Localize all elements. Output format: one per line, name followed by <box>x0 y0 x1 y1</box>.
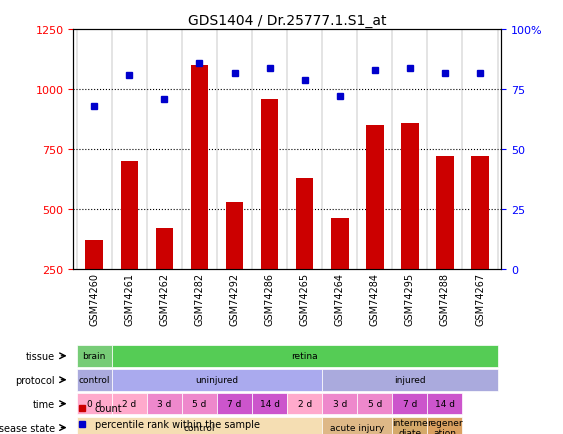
FancyBboxPatch shape <box>427 417 462 434</box>
FancyBboxPatch shape <box>392 417 427 434</box>
Bar <box>261 100 278 269</box>
Text: uninjured: uninjured <box>195 375 239 385</box>
Text: GSM74284: GSM74284 <box>370 273 380 326</box>
Text: GSM74286: GSM74286 <box>265 273 275 326</box>
Text: protocol: protocol <box>15 375 55 385</box>
Text: GSM74267: GSM74267 <box>475 273 485 326</box>
Text: 7 d: 7 d <box>403 399 417 408</box>
Bar <box>401 123 419 269</box>
Text: GSM74264: GSM74264 <box>335 273 345 326</box>
Bar <box>331 219 348 269</box>
Text: GSM74292: GSM74292 <box>230 273 239 326</box>
Text: time: time <box>33 399 55 409</box>
Bar <box>226 202 243 269</box>
Text: retina: retina <box>292 352 318 361</box>
Text: control: control <box>78 375 110 385</box>
Text: interme
diate: interme diate <box>392 418 428 434</box>
Text: percentile rank within the sample: percentile rank within the sample <box>95 419 260 428</box>
FancyBboxPatch shape <box>112 393 147 414</box>
FancyBboxPatch shape <box>77 345 112 367</box>
Text: 3 d: 3 d <box>157 399 172 408</box>
FancyBboxPatch shape <box>322 393 358 414</box>
Bar <box>471 157 489 269</box>
Bar <box>296 178 314 269</box>
Text: injured: injured <box>394 375 426 385</box>
Text: regener
ation: regener ation <box>427 418 463 434</box>
Bar <box>155 229 173 269</box>
FancyBboxPatch shape <box>217 393 252 414</box>
Text: acute injury: acute injury <box>330 423 385 432</box>
FancyBboxPatch shape <box>182 393 217 414</box>
Text: GSM74282: GSM74282 <box>194 273 204 326</box>
Text: 14 d: 14 d <box>260 399 280 408</box>
FancyBboxPatch shape <box>322 417 392 434</box>
Text: GSM74260: GSM74260 <box>89 273 99 326</box>
FancyBboxPatch shape <box>427 393 462 414</box>
Text: 14 d: 14 d <box>435 399 455 408</box>
Text: disease state: disease state <box>0 423 55 433</box>
Text: 2 d: 2 d <box>297 399 312 408</box>
Text: 0 d: 0 d <box>87 399 101 408</box>
Bar <box>86 240 103 269</box>
FancyBboxPatch shape <box>112 345 498 367</box>
Text: GSM74261: GSM74261 <box>124 273 135 326</box>
Bar <box>120 162 138 269</box>
Text: 3 d: 3 d <box>333 399 347 408</box>
FancyBboxPatch shape <box>77 393 112 414</box>
Text: 5 d: 5 d <box>192 399 207 408</box>
Text: GSM74265: GSM74265 <box>300 273 310 326</box>
Title: GDS1404 / Dr.25777.1.S1_at: GDS1404 / Dr.25777.1.S1_at <box>188 14 386 28</box>
Text: 2 d: 2 d <box>122 399 136 408</box>
FancyBboxPatch shape <box>147 393 182 414</box>
Text: 7 d: 7 d <box>227 399 242 408</box>
FancyBboxPatch shape <box>358 393 392 414</box>
Text: 5 d: 5 d <box>368 399 382 408</box>
Text: brain: brain <box>83 352 106 361</box>
FancyBboxPatch shape <box>392 393 427 414</box>
Bar <box>436 157 454 269</box>
FancyBboxPatch shape <box>322 369 498 391</box>
Bar <box>191 66 208 269</box>
FancyBboxPatch shape <box>252 393 287 414</box>
Text: GSM74288: GSM74288 <box>440 273 450 326</box>
Text: GSM74262: GSM74262 <box>159 273 169 326</box>
Text: tissue: tissue <box>26 351 55 361</box>
FancyBboxPatch shape <box>287 393 322 414</box>
Bar <box>366 126 383 269</box>
FancyBboxPatch shape <box>112 369 322 391</box>
Text: count: count <box>95 404 122 413</box>
Text: control: control <box>184 423 215 432</box>
FancyBboxPatch shape <box>77 369 112 391</box>
FancyBboxPatch shape <box>77 417 322 434</box>
Text: GSM74295: GSM74295 <box>405 273 415 326</box>
